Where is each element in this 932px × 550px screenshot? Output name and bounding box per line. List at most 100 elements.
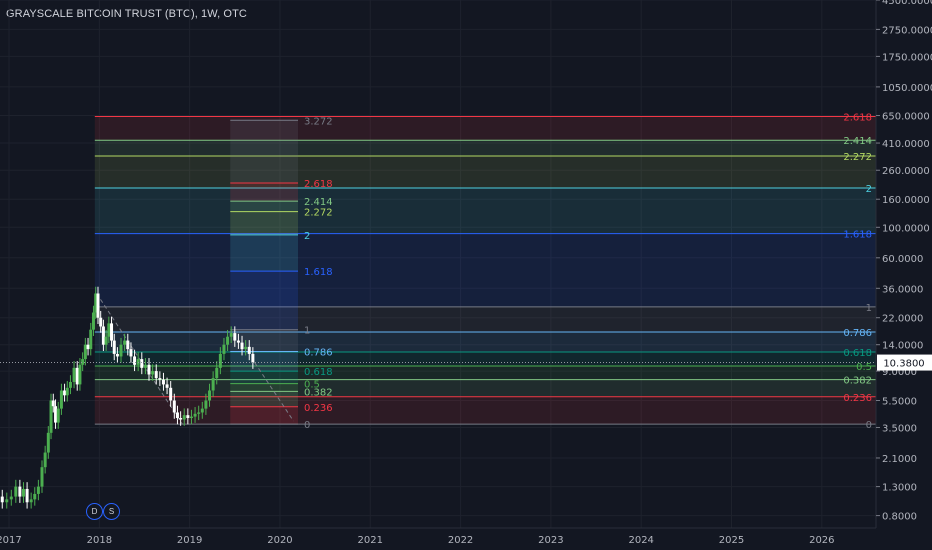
price-tick-label-18: 0.8000 — [882, 512, 917, 523]
candle-body-47 — [147, 364, 151, 375]
candle-body-34 — [104, 336, 108, 345]
candle-body-18 — [59, 390, 63, 409]
price-tick-label-15: 3.5000 — [882, 423, 917, 434]
candle-body-42 — [129, 349, 133, 357]
fib-large-level-label-3: 0.5 — [856, 362, 872, 373]
fib-large-level-label-5: 0.786 — [843, 328, 872, 339]
candle-body-19 — [63, 390, 67, 396]
candle-body-46 — [143, 364, 147, 368]
price-axis[interactable]: 4500.0000 2750.0000 1750.0000 1050.0000 650.… — [875, 0, 932, 550]
candle-body-26 — [83, 344, 87, 360]
fib-small-band-9 — [230, 201, 299, 212]
splits-marker[interactable]: S — [103, 503, 120, 520]
candle-body-11 — [40, 467, 44, 487]
candle-body-37 — [112, 340, 116, 354]
candle-body-17 — [56, 408, 60, 423]
candle-body-52 — [165, 384, 169, 388]
candle-body-13 — [46, 432, 50, 453]
time-tick-label-9: 2026 — [809, 535, 834, 546]
candle-body-6 — [21, 488, 25, 497]
candle-body-59 — [189, 416, 193, 419]
candle-body-4 — [14, 486, 18, 497]
time-tick-label-2: 2019 — [177, 535, 202, 546]
candle-body-51 — [161, 379, 165, 385]
fib-small-level-label-5: 0.786 — [304, 347, 333, 358]
fib-large-level-label-7: 1.618 — [843, 230, 872, 241]
fib-small-level-label-7: 1.618 — [304, 267, 333, 278]
fib-large-level-label-4: 0.618 — [843, 348, 872, 359]
price-tick-label-16: 2.1000 — [882, 454, 917, 465]
candle-body-75 — [247, 346, 251, 354]
fib-large-band-9 — [94, 140, 876, 157]
candle-body-44 — [136, 359, 140, 365]
trend-lines[interactable] — [96, 293, 294, 425]
fib-large-band-10 — [94, 116, 876, 141]
candle-body-58 — [186, 415, 190, 419]
fib-large-band-5 — [94, 306, 876, 333]
fib-large-band-6 — [94, 233, 876, 307]
candle-body-20 — [65, 387, 69, 396]
fib-small-band-0 — [230, 406, 299, 425]
candle-body-56 — [179, 418, 183, 420]
candle-body-70 — [229, 333, 233, 337]
fib-small-level-label-9: 2.272 — [304, 208, 333, 219]
time-tick-label-8: 2025 — [719, 535, 744, 546]
candle-body-45 — [140, 359, 144, 368]
fib-large-level-label-0: 0 — [866, 420, 872, 431]
fib-small-level-label-2: 0.382 — [304, 387, 333, 398]
fib-large-band-4 — [94, 332, 876, 352]
price-tick-label-2: 1750.0000 — [882, 52, 932, 63]
candle-body-35 — [107, 323, 111, 337]
price-tick-label-17: 1.3000 — [882, 483, 917, 494]
trend-line-1[interactable] — [254, 362, 294, 422]
time-tick-label-6: 2023 — [538, 535, 563, 546]
fib-large-level-label-11: 2.618 — [843, 112, 872, 123]
fib-large-band-2 — [94, 365, 876, 380]
fib-small-level-label-4: 0.618 — [304, 367, 333, 378]
fib-small-band-11 — [230, 120, 299, 183]
grid — [0, 0, 876, 528]
candle-body-74 — [244, 346, 248, 350]
candle-body-66 — [215, 367, 219, 379]
candle-body-69 — [226, 336, 230, 345]
current-price-badge — [877, 354, 932, 371]
price-tick-label-5: 410.0000 — [882, 139, 930, 150]
candle-body-1 — [0, 496, 4, 503]
fib-large-level-label-10: 2.414 — [843, 136, 872, 147]
price-axis-background — [876, 0, 932, 550]
candle-body-8 — [29, 499, 33, 503]
candle-body-7 — [25, 488, 29, 503]
trend-line-0[interactable] — [96, 293, 183, 425]
fib-small-band-8 — [230, 211, 299, 235]
fib-large-level-label-8: 2 — [866, 184, 872, 195]
candle-body-57 — [182, 415, 186, 420]
time-tick-label-7: 2024 — [628, 535, 653, 546]
candle-body-49 — [154, 371, 158, 379]
fib-small-band-10 — [230, 182, 299, 202]
candle-body-21 — [68, 381, 72, 388]
candle-body-43 — [133, 356, 137, 365]
time-tick-label-0: 2017 — [0, 535, 22, 546]
candle-body-31 — [96, 293, 100, 318]
candle-body-15 — [51, 400, 55, 407]
candle-body-54 — [172, 400, 176, 413]
fib-large-band-3 — [94, 351, 876, 366]
time-axis[interactable]: 2017 2018 2019 2020 2021 2022 2023 2024 2025 2026 — [0, 527, 876, 546]
fib-small-level-label-10: 2.414 — [304, 197, 333, 208]
candle-body-33 — [101, 326, 105, 345]
price-tick-label-3: 1050.0000 — [882, 83, 932, 94]
fib-small-level-label-3: 0.5 — [304, 380, 320, 391]
fib-large-level-label-1: 0.236 — [843, 393, 872, 404]
dividends-marker[interactable]: D — [86, 503, 103, 520]
fib-large-level-label-9: 2.272 — [843, 152, 872, 163]
fib-small-band-7 — [230, 234, 299, 272]
candle-body-30 — [94, 293, 98, 313]
fib-large-level-label-2: 0.382 — [843, 376, 872, 387]
candle-body-12 — [43, 452, 47, 468]
fib-small-level-label-0: 0 — [304, 420, 310, 431]
fib-small-band-1 — [230, 391, 299, 407]
fibonacci-extension-large[interactable]: 00.2360.3820.50.6180.78611.61822.2722.41… — [94, 112, 876, 431]
fib-small-band-6 — [230, 271, 299, 330]
candle-body-23 — [75, 367, 79, 385]
